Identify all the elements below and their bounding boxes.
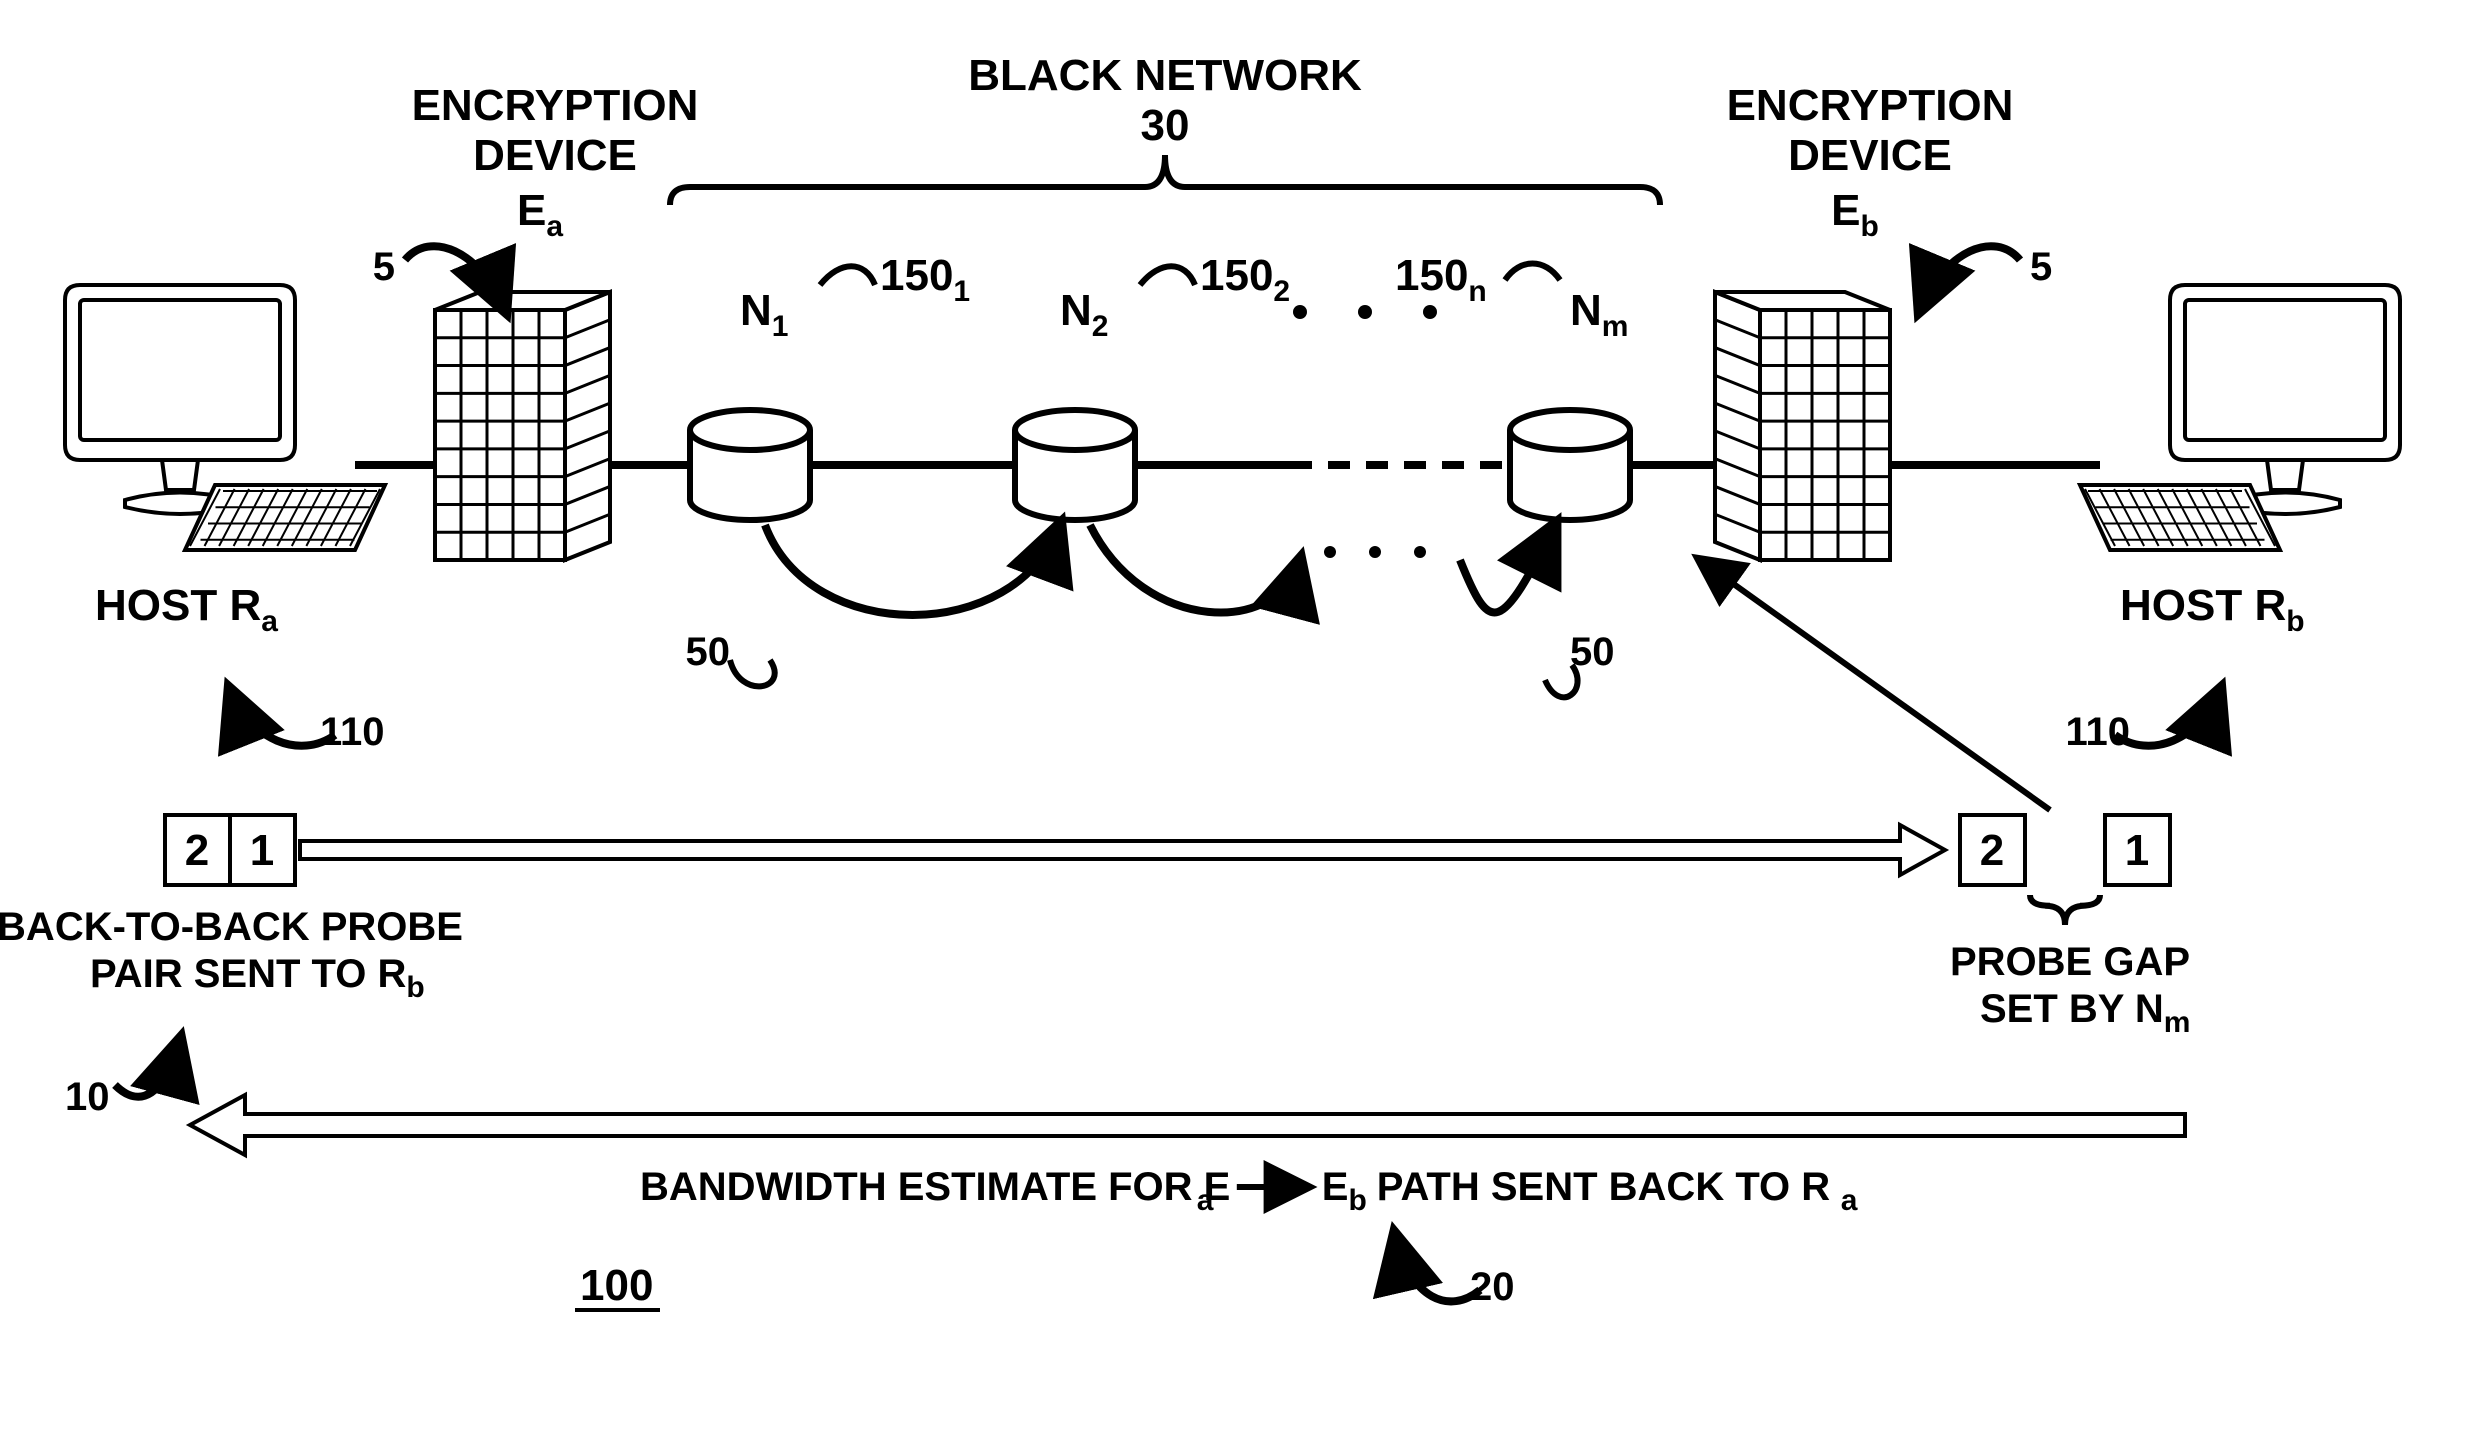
svg-text:N1: N1 bbox=[740, 286, 788, 343]
svg-text:2: 2 bbox=[1980, 826, 2004, 875]
svg-text:Ea: Ea bbox=[517, 186, 563, 243]
svg-text:50: 50 bbox=[1570, 630, 1615, 674]
svg-text:1502: 1502 bbox=[1200, 251, 1290, 308]
svg-text:DEVICE: DEVICE bbox=[1788, 131, 1952, 180]
svg-text:2: 2 bbox=[185, 826, 209, 875]
svg-text:110: 110 bbox=[2065, 710, 2130, 754]
svg-text:PAIR SENT TO Rb: PAIR SENT TO Rb bbox=[90, 952, 425, 1004]
svg-text:1501: 1501 bbox=[880, 251, 970, 308]
svg-text:BACK-TO-BACK PROBE: BACK-TO-BACK PROBE bbox=[0, 905, 463, 949]
svg-text:5: 5 bbox=[373, 245, 395, 289]
svg-text:20: 20 bbox=[1470, 1265, 1515, 1309]
svg-text:5: 5 bbox=[2030, 245, 2052, 289]
svg-text:100: 100 bbox=[580, 1261, 653, 1310]
svg-text:BLACK NETWORK: BLACK NETWORK bbox=[968, 51, 1362, 100]
svg-text:PATH SENT BACK TO R: PATH SENT BACK TO R bbox=[1377, 1165, 1830, 1209]
svg-text:1: 1 bbox=[2125, 826, 2149, 875]
svg-text:10: 10 bbox=[65, 1075, 110, 1119]
svg-text:ENCRYPTION: ENCRYPTION bbox=[1727, 81, 2014, 130]
svg-text:110: 110 bbox=[320, 710, 385, 754]
svg-text:SET BY Nm: SET BY Nm bbox=[1980, 987, 2190, 1039]
svg-text:150n: 150n bbox=[1395, 251, 1487, 308]
svg-text:PROBE GAP: PROBE GAP bbox=[1950, 940, 2190, 984]
svg-text:a: a bbox=[1197, 1184, 1214, 1217]
svg-text:N2: N2 bbox=[1060, 286, 1108, 343]
svg-text:DEVICE: DEVICE bbox=[473, 131, 637, 180]
svg-text:HOST Rb: HOST Rb bbox=[2120, 581, 2305, 638]
svg-text:a: a bbox=[1841, 1184, 1858, 1217]
svg-text:BANDWIDTH ESTIMATE FOR E: BANDWIDTH ESTIMATE FOR E bbox=[640, 1165, 1230, 1209]
svg-text:Eb: Eb bbox=[1322, 1165, 1367, 1217]
svg-text:Nm: Nm bbox=[1570, 286, 1628, 343]
svg-text:50: 50 bbox=[686, 630, 731, 674]
svg-text:Eb: Eb bbox=[1831, 186, 1879, 243]
svg-text:HOST Ra: HOST Ra bbox=[95, 581, 278, 638]
svg-text:30: 30 bbox=[1141, 101, 1190, 150]
svg-text:1: 1 bbox=[250, 826, 274, 875]
svg-text:ENCRYPTION: ENCRYPTION bbox=[412, 81, 699, 130]
